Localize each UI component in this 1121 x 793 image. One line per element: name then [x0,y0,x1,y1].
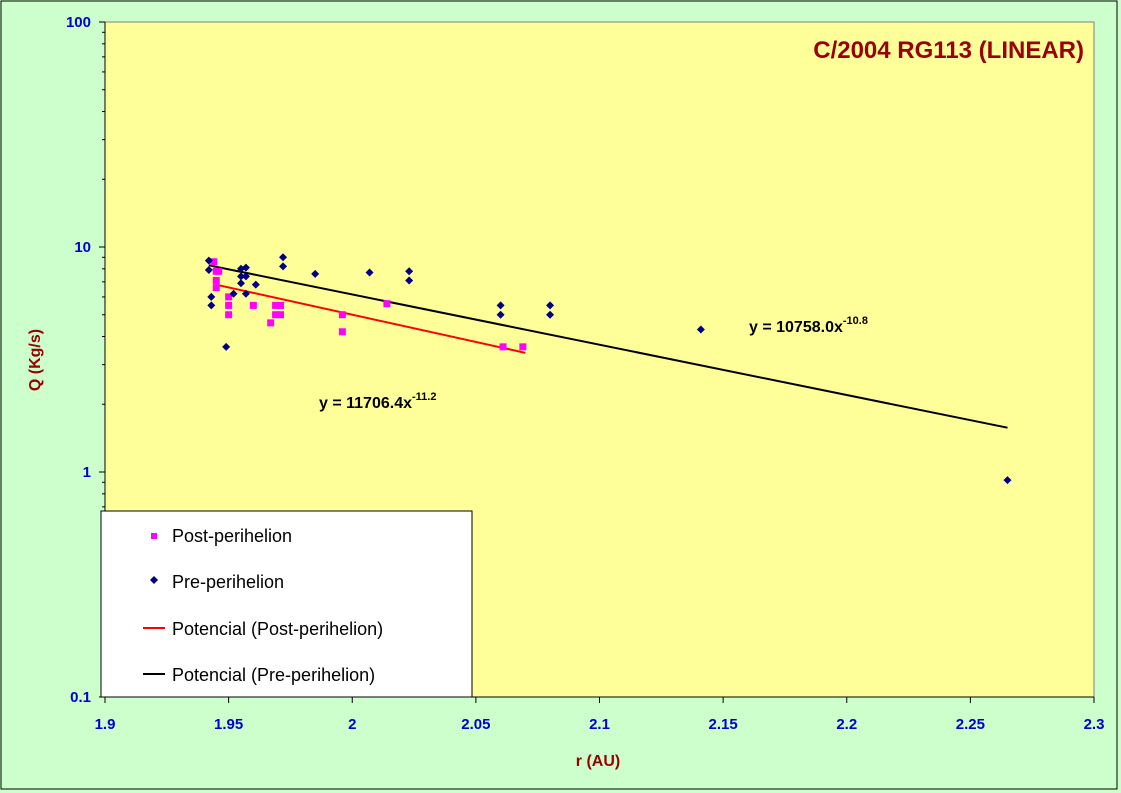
legend: Post-perihelion Pre-perihelion Potencial… [100,510,473,698]
post-perihelion-point [272,301,280,309]
y-tick-label: 100 [66,14,91,31]
chart-title: C/2004 RG113 (LINEAR) [813,37,1084,64]
equation-pre-perihelion: y = 10758.0x-10.8 [749,315,868,336]
post-perihelion-point [267,319,275,327]
x-axis-title: r (AU) [576,753,620,770]
trendline-pre-perihelion [208,264,1008,429]
equation-pre-exponent: -10.8 [843,315,868,327]
pre-perihelion-point [251,280,260,289]
legend-label-pre-trend: Potencial (Pre-perihelion) [172,665,375,685]
pre-perihelion-point [222,342,231,351]
post-perihelion-point [215,267,223,275]
post-perihelion-point [519,343,527,351]
x-tick-label: 2 [348,716,356,733]
equation-post-base: y = 11706.4x [319,395,412,412]
pre-perihelion-point [236,272,245,281]
post-perihelion-point [225,301,233,309]
post-perihelion-point [383,300,391,308]
post-perihelion-point [338,328,346,336]
legend-label-post-trend: Potencial (Post-perihelion) [172,619,383,639]
y-tick-label: 0.1 [70,689,91,706]
pre-perihelion-point [405,267,414,276]
y-tick-label: 1 [83,464,91,481]
post-perihelion-point [225,293,233,301]
post-perihelion-point [212,284,220,292]
post-perihelion-point [277,301,285,309]
x-tick-label: 1.9 [95,716,116,733]
pre-perihelion-point [1003,476,1012,485]
equation-post-exponent: -11.2 [412,391,436,403]
pre-perihelion-point [236,279,245,288]
pre-perihelion-point [279,253,288,262]
x-tick-label: 2.3 [1084,716,1105,733]
legend-label-pre: Pre-perihelion [172,572,284,592]
post-perihelion-point [338,311,346,319]
pre-perihelion-point [241,263,250,272]
legend-label-post: Post-perihelion [172,526,292,546]
post-perihelion-point [277,311,285,319]
x-tick-label: 2.05 [461,716,490,733]
y-tick-label: 10 [74,239,91,256]
y-axis-title: Q (Kg/s) [27,329,44,391]
pre-perihelion-point [241,289,250,298]
pre-perihelion-point [279,262,288,271]
pre-perihelion-point [496,310,505,319]
equation-post-perihelion: y = 11706.4x-11.2 [319,391,436,412]
pre-perihelion-point [229,289,238,298]
pre-perihelion-point [311,269,320,278]
legend-box [100,510,473,698]
pre-perihelion-point [241,272,250,281]
pre-perihelion-point [546,310,555,319]
pre-perihelion-point [405,276,414,285]
post-perihelion-point [212,276,220,284]
post-perihelion-point [499,343,507,351]
pre-perihelion-point [696,325,705,334]
x-tick-label: 2.25 [956,716,985,733]
trendline-post-perihelion [216,283,526,354]
post-perihelion-point [249,301,257,309]
pre-perihelion-point [207,301,216,310]
legend-marker-pre [150,576,158,584]
pre-perihelion-point [204,266,213,275]
x-tick-label: 1.95 [214,716,243,733]
x-tick-label: 2.2 [836,716,857,733]
pre-perihelion-point [365,268,374,277]
pre-perihelion-point [496,301,505,310]
post-perihelion-point [210,258,218,266]
pre-perihelion-point [204,256,213,265]
equation-pre-base: y = 10758.0x [749,319,843,336]
data-points [204,253,1012,485]
legend-marker-post [151,533,157,539]
pre-perihelion-point [207,292,216,301]
post-perihelion-point [225,311,233,319]
post-perihelion-point [272,311,280,319]
pre-perihelion-point [546,301,555,310]
trendlines [208,264,1008,429]
x-tick-label: 2.1 [589,716,610,733]
x-tick-label: 2.15 [709,716,738,733]
